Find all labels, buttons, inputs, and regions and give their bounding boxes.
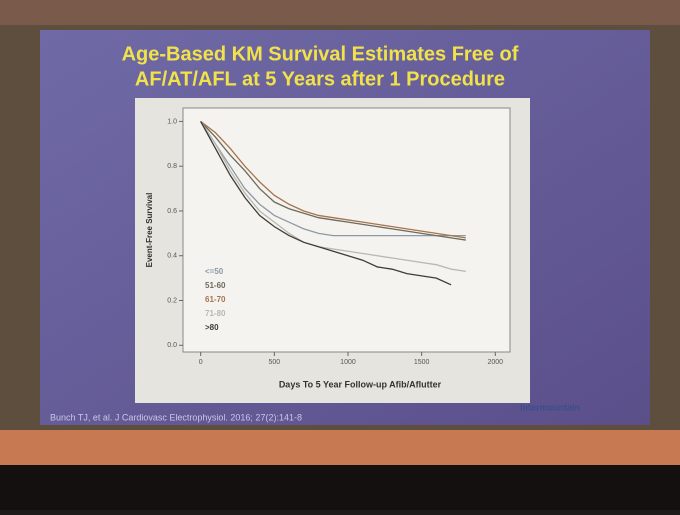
floor	[0, 465, 680, 510]
legend-entry: 51-60	[205, 281, 226, 290]
y-axis-label: Event-Free Survival	[145, 193, 154, 268]
x-tick-label: 2000	[487, 359, 503, 366]
survival-curve	[200, 121, 466, 273]
y-tick-label: 0.0	[167, 342, 177, 349]
legend-entry: 61-70	[205, 295, 226, 304]
survival-curve	[200, 121, 452, 286]
x-tick-label: 0	[199, 359, 203, 366]
survival-curve	[200, 120, 466, 241]
title-line: Age-Based KM Survival Estimates Free of	[122, 43, 519, 65]
y-tick-label: 0.4	[167, 253, 177, 260]
stage-band	[0, 430, 680, 465]
legend-entry: <=50	[205, 267, 224, 276]
y-tick-label: 0.8	[167, 163, 177, 170]
x-tick-label: 500	[268, 359, 280, 366]
title-line: AF/AT/AFL at 5 Years after 1 Procedure	[135, 68, 505, 90]
x-axis-label: Days To 5 Year Follow-up Afib/Aflutter	[279, 379, 442, 389]
x-tick-label: 1500	[414, 359, 430, 366]
plot-area	[182, 107, 511, 353]
legend-entry: 71-80	[205, 309, 226, 318]
survival-curve	[200, 121, 466, 237]
citation: Bunch TJ, et al. J Cardiovasc Electrophy…	[50, 412, 302, 422]
y-tick-label: 1.0	[167, 118, 177, 125]
survival-curve	[200, 120, 466, 239]
legend-entry: >80	[205, 323, 219, 332]
y-tick-label: 0.2	[167, 297, 177, 304]
wall	[0, 0, 680, 25]
x-tick-label: 1000	[340, 359, 356, 366]
y-tick-label: 0.6	[167, 208, 177, 215]
logo: Intermountain	[520, 402, 580, 412]
